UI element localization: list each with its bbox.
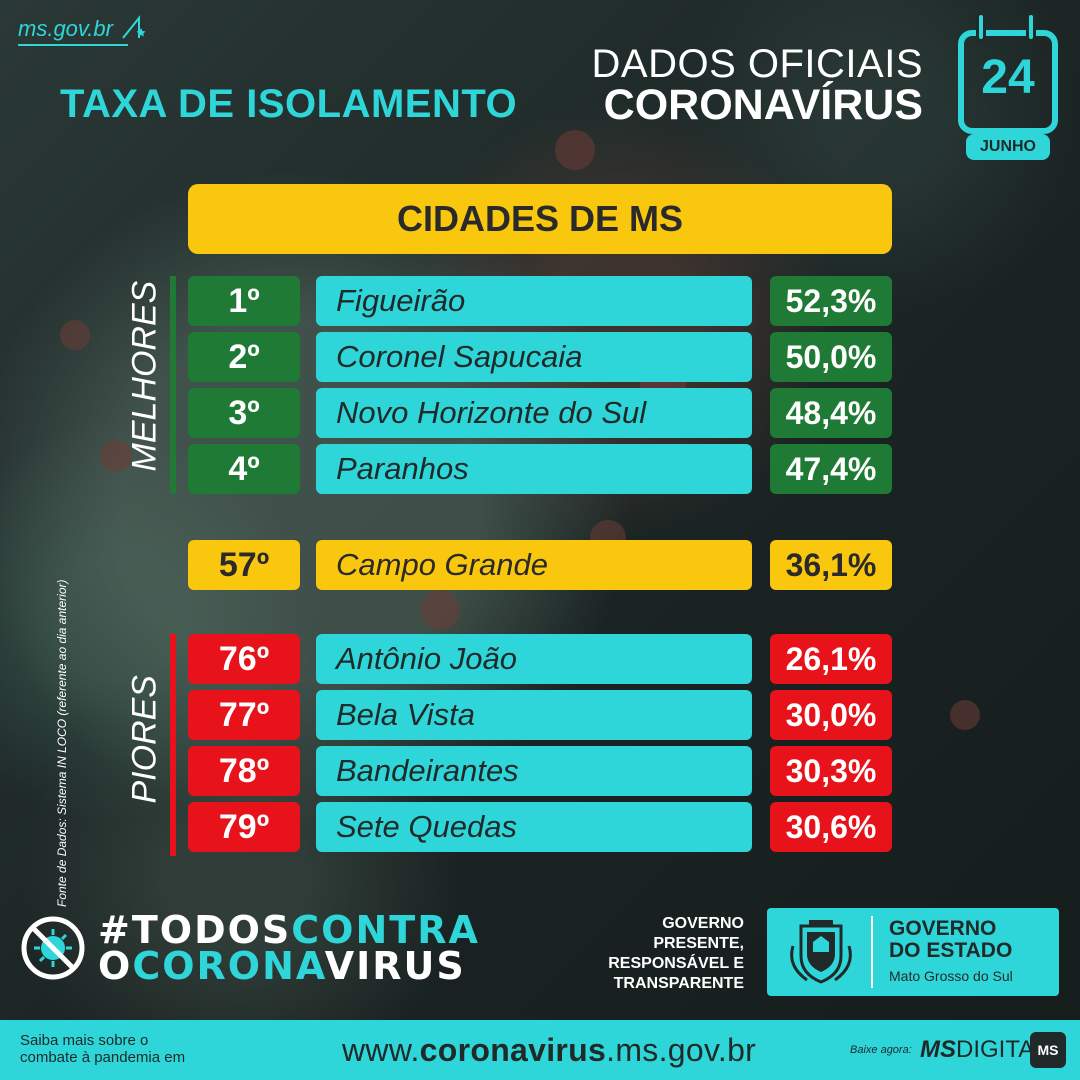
calendar-month: JUNHO [966, 134, 1050, 160]
site-mark-icon [122, 15, 146, 39]
percent-cell: 48,4% [770, 388, 892, 438]
government-name: GOVERNO DO ESTADO [889, 918, 1012, 962]
worst-group-bar [170, 634, 176, 856]
download-label: Baixe agora: [850, 1044, 912, 1056]
footer-bar: Saiba mais sobre o combate à pandemia em… [0, 1020, 1080, 1080]
percent-cell: 52,3% [770, 276, 892, 326]
campaign-hashtag: #TODOSCONTRA OCORONAVIRUS [20, 911, 480, 985]
logo-separator [871, 916, 873, 988]
percent-cell: 50,0% [770, 332, 892, 382]
campaign-part: CORONA [132, 944, 325, 989]
campaign-part: #TODOS [98, 908, 292, 952]
url-prefix: www. [342, 1032, 420, 1068]
rank-cell: 2º [188, 332, 300, 382]
slogan-line: RESPONSÁVEL E [608, 955, 744, 972]
rank-cell: 79º [188, 802, 300, 852]
site-underline [18, 44, 128, 46]
city-cell: Figueirão [316, 276, 752, 326]
page-headline: TAXA DE ISOLAMENTO [60, 82, 518, 126]
percent-cell: 47,4% [770, 444, 892, 494]
city-cell: Novo Horizonte do Sul [316, 388, 752, 438]
table-row: 76º Antônio João 26,1% [188, 634, 892, 684]
percent-cell: 26,1% [770, 634, 892, 684]
rank-cell: 1º [188, 276, 300, 326]
app-name-bold: MS [920, 1036, 956, 1063]
state-crest-icon [790, 920, 852, 984]
percent-cell: 30,6% [770, 802, 892, 852]
city-cell: Antônio João [316, 634, 752, 684]
rank-cell: 57º [188, 540, 300, 590]
calendar-icon: 24 JUNHO [958, 12, 1058, 160]
url-suffix: .ms.gov.br [606, 1032, 757, 1068]
slogan-line: PRESENTE, [653, 935, 744, 952]
state-name: Mato Grosso do Sul [889, 968, 1013, 984]
best-group-label: MELHORES [125, 280, 164, 472]
government-name-line: DO ESTADO [889, 939, 1013, 962]
table-row: 4º Paranhos 47,4% [188, 444, 892, 494]
best-group-bar [170, 276, 176, 494]
footer-text-line: combate à pandemia em [20, 1049, 186, 1066]
no-virus-icon [21, 916, 85, 980]
rank-cell: 78º [188, 746, 300, 796]
rank-cell: 4º [188, 444, 300, 494]
table-row: 77º Bela Vista 30,0% [188, 690, 892, 740]
calendar-ring [976, 12, 986, 42]
city-cell: Campo Grande [316, 540, 752, 590]
percent-cell: 36,1% [770, 540, 892, 590]
city-cell: Coronel Sapucaia [316, 332, 752, 382]
city-cell: Paranhos [316, 444, 752, 494]
table-row: 1º Figueirão 52,3% [188, 276, 892, 326]
slogan-line: TRANSPARENTE [613, 975, 744, 992]
slogan-line: GOVERNO [662, 915, 744, 932]
city-cell: Bandeirantes [316, 746, 752, 796]
campaign-text: #TODOSCONTRA OCORONAVIRUS [98, 911, 480, 985]
percent-cell: 30,0% [770, 690, 892, 740]
calendar-ring [1026, 12, 1036, 42]
city-cell: Sete Quedas [316, 802, 752, 852]
table-row: 2º Coronel Sapucaia 50,0% [188, 332, 892, 382]
site-tag[interactable]: ms.gov.br [18, 14, 147, 46]
footer-text-line: Saiba mais sobre o [20, 1032, 149, 1049]
worst-group-label: PIORES [125, 675, 164, 804]
rank-cell: 3º [188, 388, 300, 438]
campaign-part: CONTRA [291, 908, 480, 952]
footer-text: Saiba mais sobre o combate à pandemia em [20, 1032, 185, 1066]
table-title: CIDADES DE MS [188, 184, 892, 254]
rank-cell: 76º [188, 634, 300, 684]
calendar-body [958, 30, 1058, 134]
table-row: 78º Bandeirantes 30,3% [188, 746, 892, 796]
official-line-1: DADOS OFICIAIS [591, 42, 923, 86]
table-row: 3º Novo Horizonte do Sul 48,4% [188, 388, 892, 438]
footer-url-link[interactable]: www.coronavirus.ms.gov.br [342, 1032, 756, 1069]
ms-digital-icon[interactable]: MS [1030, 1032, 1066, 1068]
government-logo[interactable]: GOVERNO DO ESTADO Mato Grosso do Sul [767, 908, 1059, 996]
url-bold: coronavirus [419, 1032, 607, 1068]
rank-cell: 77º [188, 690, 300, 740]
calendar-day: 24 [981, 51, 1035, 104]
site-text: ms.gov.br [18, 16, 113, 41]
table-row: 79º Sete Quedas 30,6% [188, 802, 892, 852]
official-line-2: CORONAVÍRUS [603, 81, 923, 129]
ms-digital-link[interactable]: MSDIGITAL [920, 1036, 1048, 1064]
city-cell: Bela Vista [316, 690, 752, 740]
campaign-part: VIRUS [324, 944, 466, 989]
percent-cell: 30,3% [770, 746, 892, 796]
data-source-note: Fonte de Dados: Sistema IN LOCO (referen… [55, 579, 69, 908]
campaign-part: O [98, 944, 133, 989]
government-slogan: GOVERNO PRESENTE, RESPONSÁVEL E TRANSPAR… [608, 914, 744, 994]
official-data-title: DADOS OFICIAIS CORONAVÍRUS [592, 44, 924, 127]
government-name-line: GOVERNO [889, 917, 997, 940]
capital-row: 57º Campo Grande 36,1% [188, 540, 892, 590]
